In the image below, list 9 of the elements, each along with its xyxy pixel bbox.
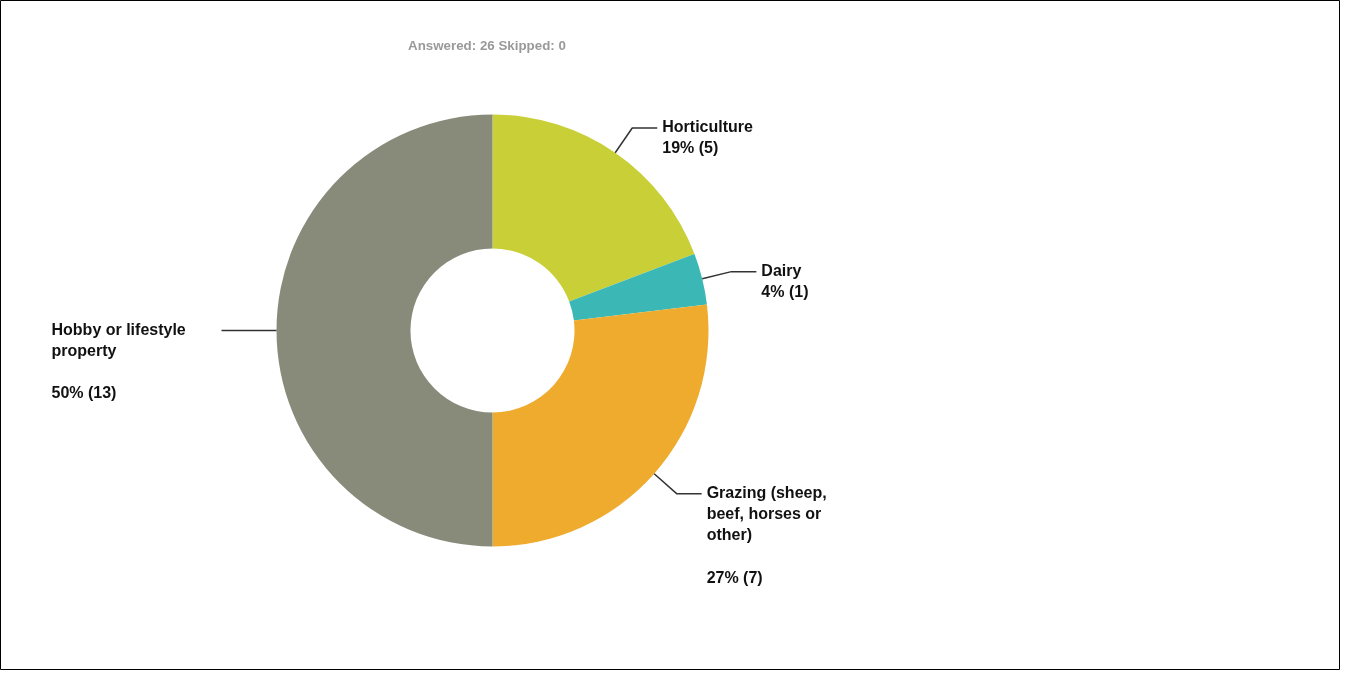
data-label: 27% (7) bbox=[706, 568, 763, 586]
slice-label: Dairy bbox=[761, 261, 802, 279]
data-label: 19% (5) bbox=[662, 139, 719, 157]
chart-subtitle: Answered: 26 Skipped: 0 bbox=[408, 38, 566, 53]
slice-label: Grazing (sheep, beef, horses or other) bbox=[706, 483, 827, 544]
data-label: 50% (13) bbox=[51, 384, 117, 402]
slice-label: Hobby or lifestyle property bbox=[51, 320, 186, 359]
data-label: 4% (1) bbox=[761, 282, 809, 300]
slice-label: Horticulture bbox=[662, 118, 754, 136]
